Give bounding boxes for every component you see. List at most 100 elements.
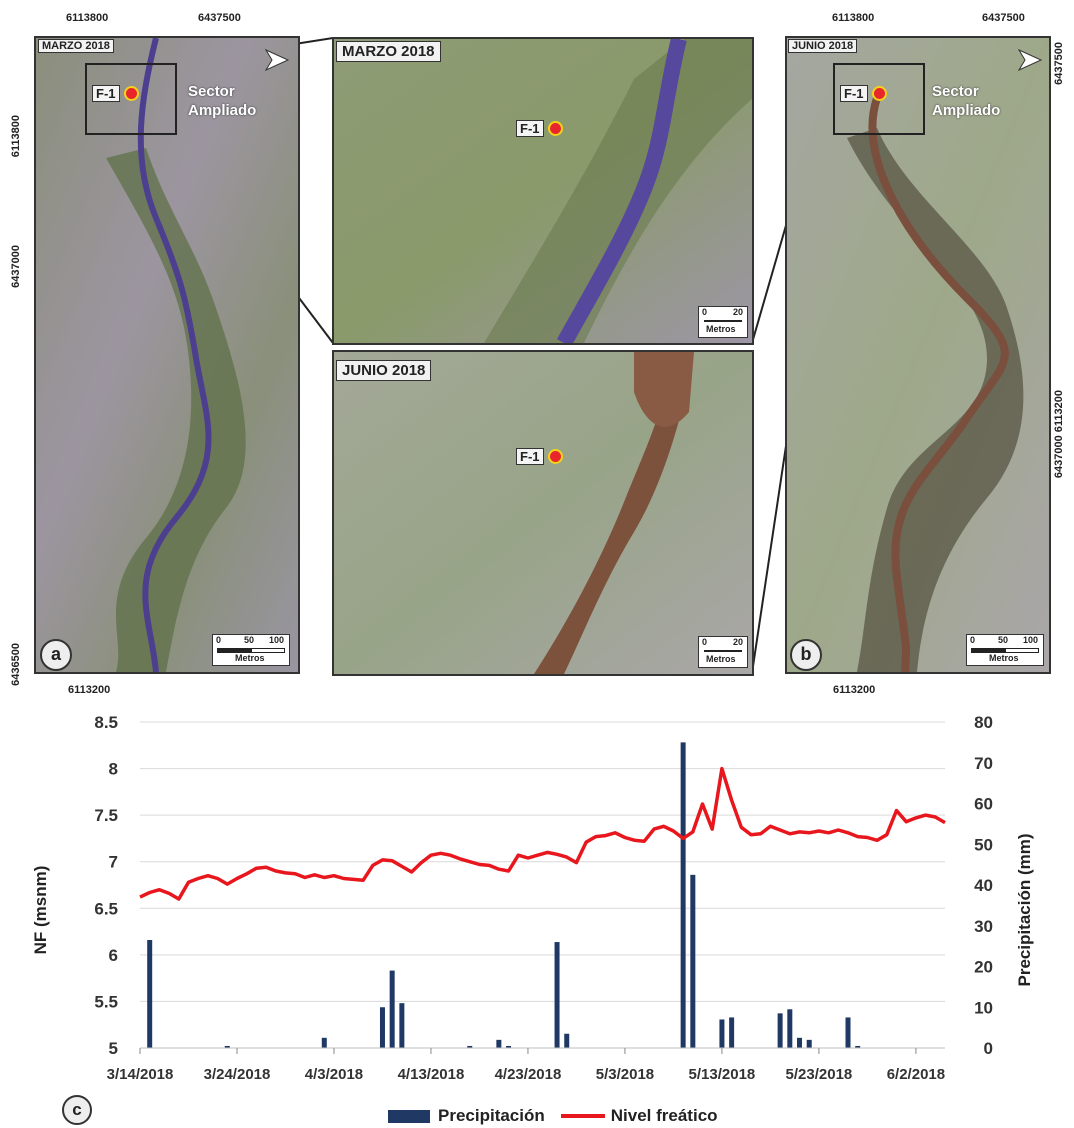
well-marker-zoom-junio: F-1: [516, 448, 563, 465]
y-left-tick-3: 6.5: [94, 899, 118, 918]
precip-bar-3: [379, 1007, 385, 1048]
precip-bar-2: [321, 1037, 327, 1048]
precip-bar-1: [224, 1045, 230, 1048]
precip-bar-18: [806, 1039, 812, 1048]
sector-label-a: Sector Ampliado: [188, 82, 256, 120]
sector-label-b: Sector Ampliado: [932, 82, 1000, 120]
sector-label-line1: Sector: [932, 83, 979, 100]
x-tick-label-7: 5/23/2018: [786, 1066, 853, 1083]
precip-bar-15: [777, 1013, 783, 1048]
coord-tick-top-a-1: 6113800: [66, 12, 109, 24]
coord-tick-top-a-2: 6437500: [198, 12, 241, 24]
zoom-panel-marzo: [332, 37, 754, 345]
precip-bar-7: [496, 1039, 502, 1048]
x-axis-ticks: 3/14/2018 3/24/2018 4/3/2018 4/13/2018 4/23/…: [107, 1047, 945, 1083]
y-left-tick-1: 5.5: [94, 992, 118, 1011]
well-marker-zoom-marzo: F-1: [516, 120, 563, 137]
y-right-tick-0: 0: [984, 1039, 993, 1058]
legend-swatch-level: [560, 1114, 605, 1118]
map-panel-a: [34, 36, 300, 674]
panel-c-letter: c: [62, 1095, 92, 1125]
scale-max: 20: [733, 307, 744, 317]
panel-a-title: MARZO 2018: [38, 39, 114, 53]
y-right-tick-4: 40: [974, 876, 993, 895]
scale-zero: 0: [970, 635, 976, 645]
scale-zero: 0: [216, 635, 222, 645]
coord-tick-top-b-1: 6113800: [832, 12, 875, 24]
scale-zero: 0: [702, 307, 708, 317]
y-left-tick-0: 5: [109, 1039, 118, 1058]
zoom-image-junio: [334, 352, 752, 674]
scale-bar-line: [704, 320, 742, 322]
precip-bar-13: [719, 1019, 725, 1048]
y-right-tick-5: 50: [974, 835, 993, 854]
scale-max: 100: [269, 635, 285, 645]
scale-unit: Metros: [989, 653, 1019, 663]
x-tick-label-6: 5/13/2018: [689, 1066, 756, 1083]
scalebar-zoom-junio: 0 20 Metros: [698, 636, 748, 668]
zoom-marzo-title: MARZO 2018: [336, 41, 441, 62]
precipitation-bars: [147, 742, 861, 1048]
scale-unit: Metros: [235, 653, 265, 663]
panel-b-letter: b: [790, 639, 822, 671]
map-image-marzo: [36, 38, 298, 672]
well-marker-b: F-1: [840, 85, 887, 102]
well-label: F-1: [516, 448, 544, 465]
legend-label-precip: Precipitación: [438, 1106, 545, 1125]
y-axis-left-label: NF (msnm): [31, 866, 50, 955]
zoom-junio-title: JUNIO 2018: [336, 360, 432, 381]
coord-tick-bottom-a: 6113200: [68, 684, 111, 696]
coord-tick-bottom-b: 6113200: [833, 684, 876, 696]
scale-max: 20: [733, 637, 744, 647]
scale-unit: Metros: [706, 654, 736, 664]
precip-bar-17: [797, 1037, 803, 1048]
right-axis-ticks: 0 10 20 30 40 50 60 70 80: [974, 713, 993, 1058]
coord-tick-top-b-2: 6437500: [982, 12, 1025, 24]
x-tick-label-5: 5/3/2018: [596, 1066, 654, 1083]
well-label: F-1: [840, 85, 868, 102]
sector-label-line2: Ampliado: [932, 102, 1001, 119]
well-dot: [123, 86, 139, 101]
x-tick-label-2: 4/3/2018: [305, 1066, 363, 1083]
sector-label-line2: Ampliado: [188, 102, 257, 119]
scale-bar-dark: [217, 648, 251, 653]
y-right-tick-1: 10: [974, 998, 993, 1017]
x-tick-label-1: 3/24/2018: [204, 1066, 271, 1083]
y-right-tick-7: 70: [974, 754, 993, 773]
y-right-tick-2: 20: [974, 958, 993, 977]
precip-bar-16: [787, 1009, 793, 1048]
precip-bar-11: [680, 742, 686, 1048]
scale-max: 100: [1023, 635, 1039, 645]
well-label: F-1: [92, 85, 120, 102]
precip-bar-10: [564, 1033, 570, 1048]
precip-bar-14: [729, 1017, 735, 1048]
well-dot: [547, 121, 563, 136]
scale-mid: 50: [998, 635, 1009, 645]
scale-mid: 50: [244, 635, 255, 645]
well-label: F-1: [516, 120, 544, 137]
x-tick-label-8: 6/2/2018: [887, 1066, 945, 1083]
precip-bar-19: [845, 1017, 851, 1048]
precip-bar-4: [389, 970, 395, 1048]
north-arrow-icon: [1017, 48, 1043, 72]
left-axis-ticks: 5 5.5 6 6.5 7 7.5 8 8.5: [94, 713, 118, 1058]
y-left-tick-7: 8.5: [94, 713, 118, 732]
precip-bar-12: [690, 874, 696, 1048]
scalebar-a: 0 50 100 Metros: [212, 634, 290, 666]
y-right-tick-8: 80: [974, 713, 993, 732]
scale-bar-line: [704, 650, 742, 652]
scale-bar-light: [251, 648, 285, 653]
y-axis-right-label: Precipitación (mm): [1015, 833, 1034, 986]
chart-legend: Precipitación Nivel freático: [388, 1106, 718, 1126]
y-right-tick-6: 60: [974, 795, 993, 814]
well-dot: [871, 86, 887, 101]
x-tick-label-3: 4/13/2018: [398, 1066, 465, 1083]
well-marker-a: F-1: [92, 85, 139, 102]
y-left-tick-2: 6: [109, 946, 118, 965]
panel-b-title: JUNIO 2018: [788, 39, 858, 53]
precip-bar-8: [506, 1045, 512, 1048]
y-right-tick-3: 30: [974, 917, 993, 936]
y-left-tick-6: 8: [109, 760, 118, 779]
zoom-sector-box-b: [833, 63, 925, 135]
legend-label-level: Nivel freático: [610, 1106, 718, 1125]
